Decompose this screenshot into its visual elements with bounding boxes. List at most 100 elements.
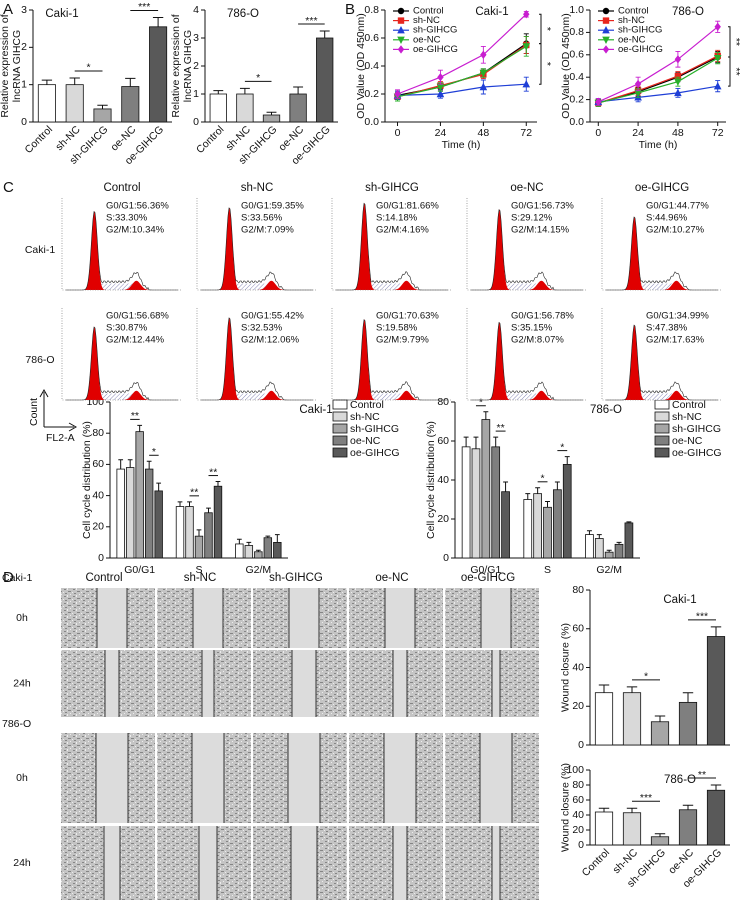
bar — [622, 812, 642, 846]
legend-marker — [397, 17, 405, 24]
cell-line-label: Caki-1 — [2, 572, 33, 584]
histogram-stat: G0/G1:44.77% — [646, 201, 709, 212]
y-tick-label: 60 — [572, 794, 584, 806]
column-header: oe-NC — [510, 182, 543, 194]
legend-label: Control — [618, 6, 649, 17]
wound-edge — [291, 650, 317, 717]
y-tick-label: 0 — [98, 552, 104, 564]
y-axis-label-box: Wound closure (%) — [559, 623, 571, 712]
row-label: Caki-1 — [25, 244, 56, 256]
y-tick-label: 4 — [193, 4, 199, 16]
y-tick-label: 100 — [566, 764, 584, 776]
error-bar — [616, 541, 622, 545]
wound-edge — [95, 733, 129, 823]
column-header: Control — [103, 182, 140, 194]
histogram-stat: G2/M:14.15% — [511, 225, 570, 236]
error-bar — [187, 501, 192, 507]
histogram-stat: G0/G1:56.73% — [511, 201, 574, 212]
histogram-stat: G2/M:10.34% — [106, 225, 165, 236]
bar — [135, 431, 144, 559]
histogram-stat: S:35.15% — [511, 323, 553, 334]
x-tick-label: G0/G1 — [124, 564, 155, 576]
series-line — [397, 13, 527, 95]
x-tick-label: 48 — [478, 127, 490, 139]
error-bar — [213, 90, 224, 94]
y-axis-label-box: Relative expression of lncRNA GIHCG — [0, 14, 23, 117]
significance-label: ** — [698, 769, 706, 781]
bar — [213, 485, 223, 559]
histogram-stat: G2/M:9.79% — [376, 335, 429, 346]
bar — [594, 692, 614, 746]
bar — [543, 506, 552, 559]
wound-edge — [392, 826, 408, 900]
legend-swatch — [654, 411, 670, 422]
histogram-stat: G2/M:7.09% — [241, 225, 294, 236]
error-bar — [319, 30, 330, 38]
x-axis-label: Time (h) — [442, 139, 481, 151]
series-line — [598, 55, 718, 104]
bar — [523, 499, 533, 559]
wound-edge — [288, 588, 320, 648]
histogram: G0/G1:59.35%S:33.56%G2/M:7.09% — [196, 198, 317, 291]
histogram-axes — [466, 308, 587, 401]
significance-label: * — [644, 671, 648, 683]
histogram-stat: S:29.12% — [511, 213, 553, 224]
y-tick-label: 0.2 — [569, 93, 584, 105]
cell-line-label: 786-O — [2, 718, 31, 730]
error-bar — [710, 626, 722, 637]
error-bar — [152, 16, 164, 27]
bar — [650, 721, 670, 746]
error-bar — [265, 535, 271, 538]
legend-marker — [602, 36, 610, 44]
error-bar — [463, 436, 469, 447]
y-tick-label: 0.4 — [364, 60, 379, 72]
legend-marker — [397, 26, 405, 34]
x-tick-label: 0 — [595, 127, 601, 139]
legend-label: oe-NC — [672, 435, 703, 447]
y-axis-label: Relative expression of lncRNA GIHCG — [170, 14, 194, 118]
y-tick-label: 3 — [21, 4, 27, 16]
error-bar — [654, 715, 666, 722]
y-tick-label: 0.0 — [569, 116, 584, 128]
y-tick-label: 80 — [572, 584, 584, 596]
significance-label: *** — [640, 792, 652, 804]
legend-label: oe-GIHCG — [672, 447, 722, 459]
bar — [235, 543, 244, 559]
y-axis-label-box: Wound closure (%) — [559, 763, 571, 852]
bar — [706, 789, 726, 846]
y-tick-label: 80 — [572, 779, 584, 791]
y-tick-label: 60 — [92, 458, 104, 470]
wound-gap — [384, 733, 416, 823]
bar — [289, 93, 307, 123]
series-line — [598, 26, 719, 103]
histogram: G0/G1:56.78%S:35.15%G2/M:8.07% — [466, 308, 587, 401]
series-line — [598, 85, 718, 103]
legend-label: Control — [413, 6, 444, 17]
wound-gap — [492, 650, 500, 717]
marker — [713, 54, 722, 63]
bar — [604, 551, 614, 559]
legend-marker — [397, 36, 405, 44]
chart-title: Caki-1 — [299, 404, 332, 416]
histogram-stat: G2/M:4.16% — [376, 225, 429, 236]
histogram-axes — [196, 308, 317, 401]
histogram-g0g1-peak — [620, 216, 649, 290]
histogram-g0g1-peak — [485, 209, 514, 290]
bar — [263, 537, 273, 559]
wound-edge — [392, 650, 408, 717]
significance-label: ** — [497, 422, 505, 434]
bar — [562, 463, 572, 559]
significance-label: * — [541, 27, 553, 31]
histogram-stat: G0/G1:59.35% — [241, 201, 304, 212]
y-tick-label: 60 — [437, 435, 449, 447]
histogram: G0/G1:56.68%S:30.87%G2/M:12.44% — [61, 308, 182, 401]
histogram-outline — [471, 209, 583, 291]
error-bar — [156, 482, 162, 491]
legend-marker — [602, 45, 610, 54]
x-tick-label: G0/G1 — [470, 564, 501, 576]
histogram-g2m-peak — [255, 280, 288, 290]
y-tick-label: 0 — [21, 116, 27, 128]
bar — [116, 468, 125, 559]
histogram-g2m-peak — [660, 390, 693, 400]
histogram-g2m-peak — [660, 280, 693, 290]
